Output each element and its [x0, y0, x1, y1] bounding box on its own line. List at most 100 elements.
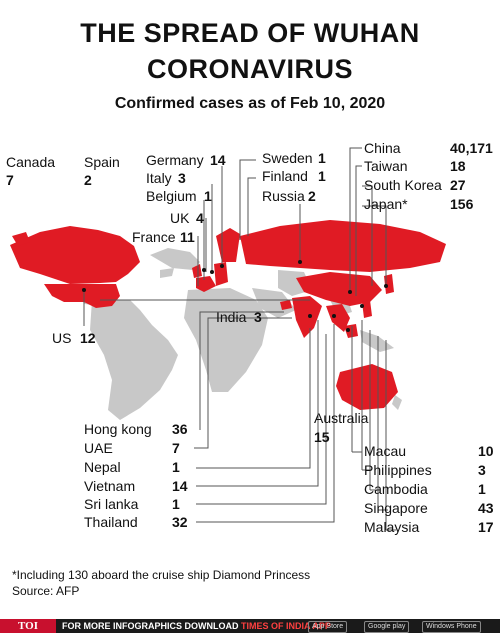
indonesia-shape	[360, 330, 394, 352]
africa-shape	[184, 288, 268, 392]
label-canada: Canada	[6, 154, 56, 170]
footnote: *Including 130 aboard the cruise ship Di…	[12, 568, 311, 582]
footer-promo: FOR MORE INFOGRAPHICS DOWNLOAD TIMES OF …	[62, 619, 331, 633]
germany-italy-shape	[214, 262, 228, 286]
china-shape	[296, 272, 382, 306]
label-south-korea: South Korea	[364, 177, 442, 193]
label-india: India	[216, 309, 247, 325]
label-france: France	[132, 229, 176, 245]
south-america-shape	[90, 300, 178, 420]
south-korea-leader	[362, 185, 373, 286]
vietnam-leader	[196, 320, 319, 487]
cases-canada: 7	[6, 172, 14, 188]
title-line-1: THE SPREAD OF WUHAN	[80, 18, 420, 48]
source-note: Source: AFP	[12, 584, 80, 598]
cases-uk: 4	[196, 210, 204, 226]
app-store-badge[interactable]: App Store	[308, 621, 348, 633]
new-zealand-shape	[392, 395, 402, 410]
cases-us: 12	[80, 330, 96, 346]
label-sweden: Sweden	[262, 150, 313, 166]
label-russia: Russia	[262, 188, 305, 204]
toi-logo: TOI	[0, 619, 56, 633]
thailand-leader	[196, 324, 335, 523]
indochina-shape	[326, 304, 350, 332]
uk-shape	[192, 264, 202, 278]
taiwan-leader	[355, 165, 362, 296]
cases-belgium: 1	[204, 188, 212, 204]
label-taiwan: Taiwan	[364, 158, 408, 174]
promo-text: FOR MORE INFOGRAPHICS DOWNLOAD	[62, 621, 241, 631]
india-shape	[292, 296, 322, 338]
china-leader	[349, 147, 362, 290]
label-australia: Australia	[314, 410, 369, 426]
canada-shape	[10, 226, 140, 284]
location-dots	[82, 260, 388, 332]
cases-cambodia: 1	[478, 481, 486, 497]
cases-india: 3	[254, 309, 262, 325]
cases-finland: 1	[318, 168, 326, 184]
srilanka-leader	[196, 334, 327, 505]
cases-spain: 2	[84, 172, 92, 188]
label-nepal: Nepal	[84, 459, 121, 475]
cases-sri-lanka: 1	[172, 496, 180, 512]
hongkong-leader	[199, 311, 284, 430]
label-hong-kong: Hong kong	[84, 421, 152, 437]
label-thailand: Thailand	[84, 514, 138, 530]
cases-malaysia: 17	[478, 519, 494, 535]
middle-east-shape	[252, 288, 296, 318]
label-cambodia: Cambodia	[364, 481, 428, 497]
cases-south-korea: 27	[450, 177, 466, 193]
label-philippines: Philippines	[364, 462, 432, 478]
title-line-2: CORONAVIRUS	[146, 54, 353, 84]
cases-australia: 15	[314, 429, 330, 445]
alaska-shape	[12, 232, 30, 246]
cases-italy: 3	[178, 170, 186, 186]
nepal-leader	[196, 328, 311, 469]
cases-nepal: 1	[172, 459, 180, 475]
label-malaysia: Malaysia	[364, 519, 420, 535]
label-germany: Germany	[146, 152, 204, 168]
greenland-shape	[150, 248, 200, 270]
leader-lines	[83, 147, 396, 531]
label-uae: UAE	[84, 440, 113, 456]
label-china: China	[364, 140, 401, 156]
france-spain-shape	[196, 276, 216, 292]
cases-taiwan: 18	[450, 158, 466, 174]
uae-shape	[280, 300, 292, 310]
promo-app-text: TIMES OF INDIA APP	[241, 621, 331, 631]
japan-leader	[362, 205, 387, 284]
label-finland: Finland	[262, 168, 308, 184]
cases-uae: 7	[172, 440, 180, 456]
label-uk: UK	[170, 210, 190, 226]
subtitle: Confirmed cases as of Feb 10, 2020	[114, 95, 386, 112]
cases-japan: 156	[450, 196, 474, 212]
label-macau: Macau	[364, 443, 407, 459]
label-spain: Spain	[84, 154, 120, 170]
cases-singapore: 43	[478, 500, 494, 516]
label-sri-lanka: Sri lanka	[84, 496, 139, 512]
cases-russia: 2	[308, 188, 316, 204]
cases-vietnam: 14	[172, 478, 188, 494]
cases-germany: 14	[210, 152, 226, 168]
sweden-leader	[239, 159, 256, 240]
philippines-shape	[362, 300, 372, 318]
footer-bar: TOI FOR MORE INFOGRAPHICS DOWNLOAD TIMES…	[0, 619, 500, 633]
label-singapore: Singapore	[364, 500, 428, 516]
scandinavia-shape	[216, 228, 240, 262]
cases-thailand: 32	[172, 514, 188, 530]
cases-macau: 10	[478, 443, 494, 459]
us-shape	[44, 284, 120, 308]
label-belgium: Belgium	[146, 188, 197, 204]
finland-leader	[247, 177, 256, 236]
uae-leader	[194, 317, 292, 449]
label-japan: Japan*	[364, 196, 408, 212]
windows-phone-badge[interactable]: Windows Phone	[422, 621, 481, 633]
australia-shape	[336, 364, 398, 410]
malaysia-shape	[344, 324, 358, 338]
label-vietnam: Vietnam	[84, 478, 136, 494]
label-italy: Italy	[146, 170, 172, 186]
cases-sweden: 1	[318, 150, 326, 166]
google-play-badge[interactable]: Google play	[364, 621, 410, 633]
cases-philippines: 3	[478, 462, 486, 478]
